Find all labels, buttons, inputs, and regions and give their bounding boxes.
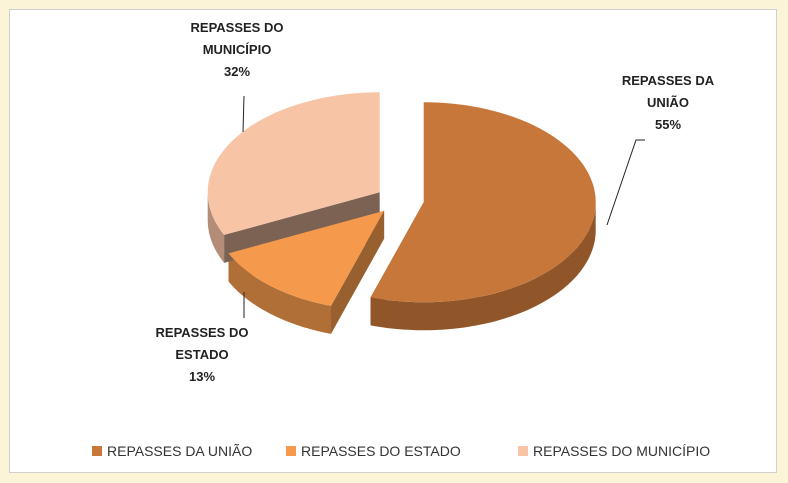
data-label-name: REPASSES DO ESTADO <box>155 325 249 362</box>
legend-label: REPASSES DA UNIÃO <box>107 443 253 459</box>
data-label-value: 13% <box>188 369 216 384</box>
legend-item: REPASSES DO ESTADO <box>286 443 461 459</box>
legend-label: REPASSES DO ESTADO <box>301 443 461 459</box>
slice <box>207 92 380 235</box>
slice <box>370 102 596 303</box>
legend-swatch <box>286 446 296 456</box>
leader-line <box>242 95 245 133</box>
data-label-name: REPASSES DA UNIÃO <box>621 73 715 110</box>
legend-swatch <box>92 446 102 456</box>
legend-item: REPASSES DA UNIÃO <box>92 443 252 459</box>
data-label-value: 55% <box>654 117 682 132</box>
plot-area <box>9 9 777 473</box>
slice-side <box>370 202 596 331</box>
legend-label: REPASSES DO MUNICÍPIO <box>533 443 711 459</box>
data-label-name: REPASSES DO MUNICÍPIO <box>190 20 284 57</box>
legend-item: REPASSES DO MUNICÍPIO <box>518 443 710 459</box>
slice <box>228 210 385 306</box>
data-label-value: 32% <box>223 64 251 79</box>
slice-side <box>228 253 331 334</box>
leader-line <box>606 139 645 226</box>
legend-swatch <box>518 446 528 456</box>
slice-side <box>207 192 225 263</box>
